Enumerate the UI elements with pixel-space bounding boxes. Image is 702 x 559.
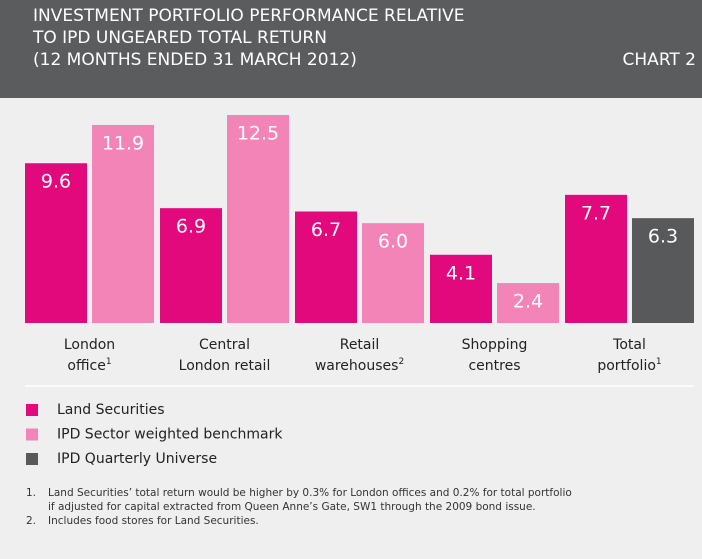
bar xyxy=(295,211,357,323)
data-label: 6.9 xyxy=(176,216,206,238)
data-label: 6.7 xyxy=(311,219,341,241)
x-tick-label-line: Shopping xyxy=(462,337,528,353)
bar xyxy=(227,114,289,323)
footnote-text: Includes food stores for Land Securities… xyxy=(48,515,259,527)
chart-title: INVESTMENT PORTFOLIO PERFORMANCE RELATIV… xyxy=(33,6,465,26)
bar xyxy=(430,254,492,323)
footnote-marker: 1 xyxy=(106,357,112,367)
footnote-marker: 2 xyxy=(398,357,404,367)
header-band xyxy=(0,0,702,98)
legend-label: IPD Quarterly Universe xyxy=(57,451,217,467)
bar xyxy=(632,218,694,323)
footnote-text: Land Securities’ total return would be h… xyxy=(48,487,572,499)
footnote-number: 2. xyxy=(26,515,36,527)
data-label: 11.9 xyxy=(102,132,144,154)
x-tick-label: Total portfolio1 xyxy=(597,337,661,374)
x-tick-label: Shopping centres xyxy=(462,337,528,374)
data-label: 4.1 xyxy=(446,262,476,284)
legend-swatch xyxy=(26,404,38,416)
bar xyxy=(497,283,559,323)
x-tick-label-line: Retail xyxy=(340,337,380,353)
x-tick-label-line: portfolio xyxy=(597,358,656,374)
data-label: 6.0 xyxy=(378,231,408,253)
x-tick-label: London office1 xyxy=(64,337,115,374)
bar xyxy=(362,223,424,323)
data-label: 2.4 xyxy=(513,291,543,313)
bar xyxy=(92,124,154,324)
x-tick-label-line: centres xyxy=(468,358,520,374)
data-label: 9.6 xyxy=(41,171,71,193)
legend-swatch xyxy=(26,428,38,441)
footnote-marker: 1 xyxy=(656,357,662,367)
x-tick-label-line: warehouses xyxy=(315,358,399,374)
chart-title: (12 MONTHS ENDED 31 MARCH 2012) xyxy=(33,50,357,70)
chart-label: CHART 2 xyxy=(623,50,696,70)
x-tick-label-line: Total xyxy=(612,337,646,353)
bar xyxy=(565,194,627,323)
x-tick-label-line: office xyxy=(67,358,105,374)
data-label: 7.7 xyxy=(581,202,611,224)
x-tick-label: Retail warehouses2 xyxy=(315,337,404,374)
legend-swatch xyxy=(26,453,38,465)
legend-label: Land Securities xyxy=(57,402,165,418)
bar xyxy=(25,163,87,323)
footnote-text: if adjusted for capital extracted from Q… xyxy=(48,501,536,513)
chart-title: TO IPD UNGEARED TOTAL RETURN xyxy=(32,28,327,48)
x-tick-label-line: Central xyxy=(199,337,250,353)
bar xyxy=(160,208,222,323)
x-tick-label-line: London xyxy=(64,337,115,353)
legend-label: IPD Sector weighted benchmark xyxy=(57,427,283,443)
x-tick-label-line: London retail xyxy=(179,358,271,374)
x-tick-label: Central London retail xyxy=(179,337,271,374)
data-label: 6.3 xyxy=(648,226,678,248)
footnote-number: 1. xyxy=(26,487,36,499)
data-label: 12.5 xyxy=(237,122,279,144)
